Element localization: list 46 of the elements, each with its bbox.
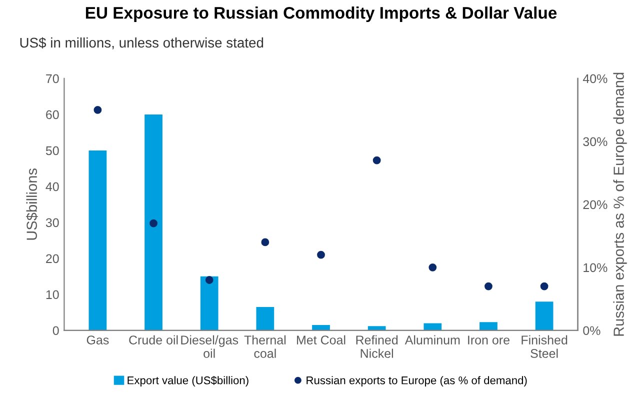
y2-tick-label: 30% [583,137,608,146]
x-tick-label: Thernal coal [244,335,286,358]
x-tick-label: Finished Steel [522,335,568,358]
x-tick-label: Aluminum [404,335,460,344]
legend-label: Export value (US$billion) [128,376,248,386]
y-tick-label: 50 [46,146,59,156]
x-tick-label: Gas [86,336,109,344]
bar [312,325,330,330]
y-tick-label: 10 [46,290,59,300]
bar [480,322,498,330]
y2-tick-label: 40% [582,74,608,84]
bar [256,307,274,330]
point [428,263,437,272]
point [317,250,325,259]
point [540,282,548,290]
y-tick-label: 30 [46,218,59,228]
x-tick-label: Diesel/gas oil [181,335,238,358]
bar [535,302,554,330]
y-tick-label: 0 [52,326,59,336]
bar [424,323,442,330]
y-tick-label: 20 [46,254,59,264]
y2-tick-label: 20% [583,200,608,210]
point [261,238,270,246]
bar [368,326,386,330]
bar [200,276,218,330]
x-tick-label: Iron ore [468,336,510,344]
y-tick-label: 70 [46,74,59,84]
point [205,276,214,284]
y2-tick-label: 10% [584,263,608,272]
x-tick-label: Refined Nickel [356,335,398,358]
y-axis-title: US$billions [26,168,38,240]
y2-axis-title: Russian exports as % of Europe demand [613,72,627,336]
y-tick-label: 60 [46,110,59,120]
x-tick-label: Met Coal [297,335,346,344]
chart-subtitle: US$ in millions, unless otherwise stated [20,37,264,50]
y-tick-label: 40 [46,182,59,192]
point [150,219,158,228]
bar [88,150,107,330]
bar [144,114,162,330]
point [484,282,492,290]
y2-tick-label: 0% [583,326,600,336]
chart-title: EU Exposure to Russian Commodity Imports & Dollar Value [86,6,557,22]
legend-label: Russian exports to Europe (as % of demand) [306,376,527,386]
point [372,156,381,164]
point [94,106,102,114]
x-tick-label: Crude oil [129,335,178,344]
